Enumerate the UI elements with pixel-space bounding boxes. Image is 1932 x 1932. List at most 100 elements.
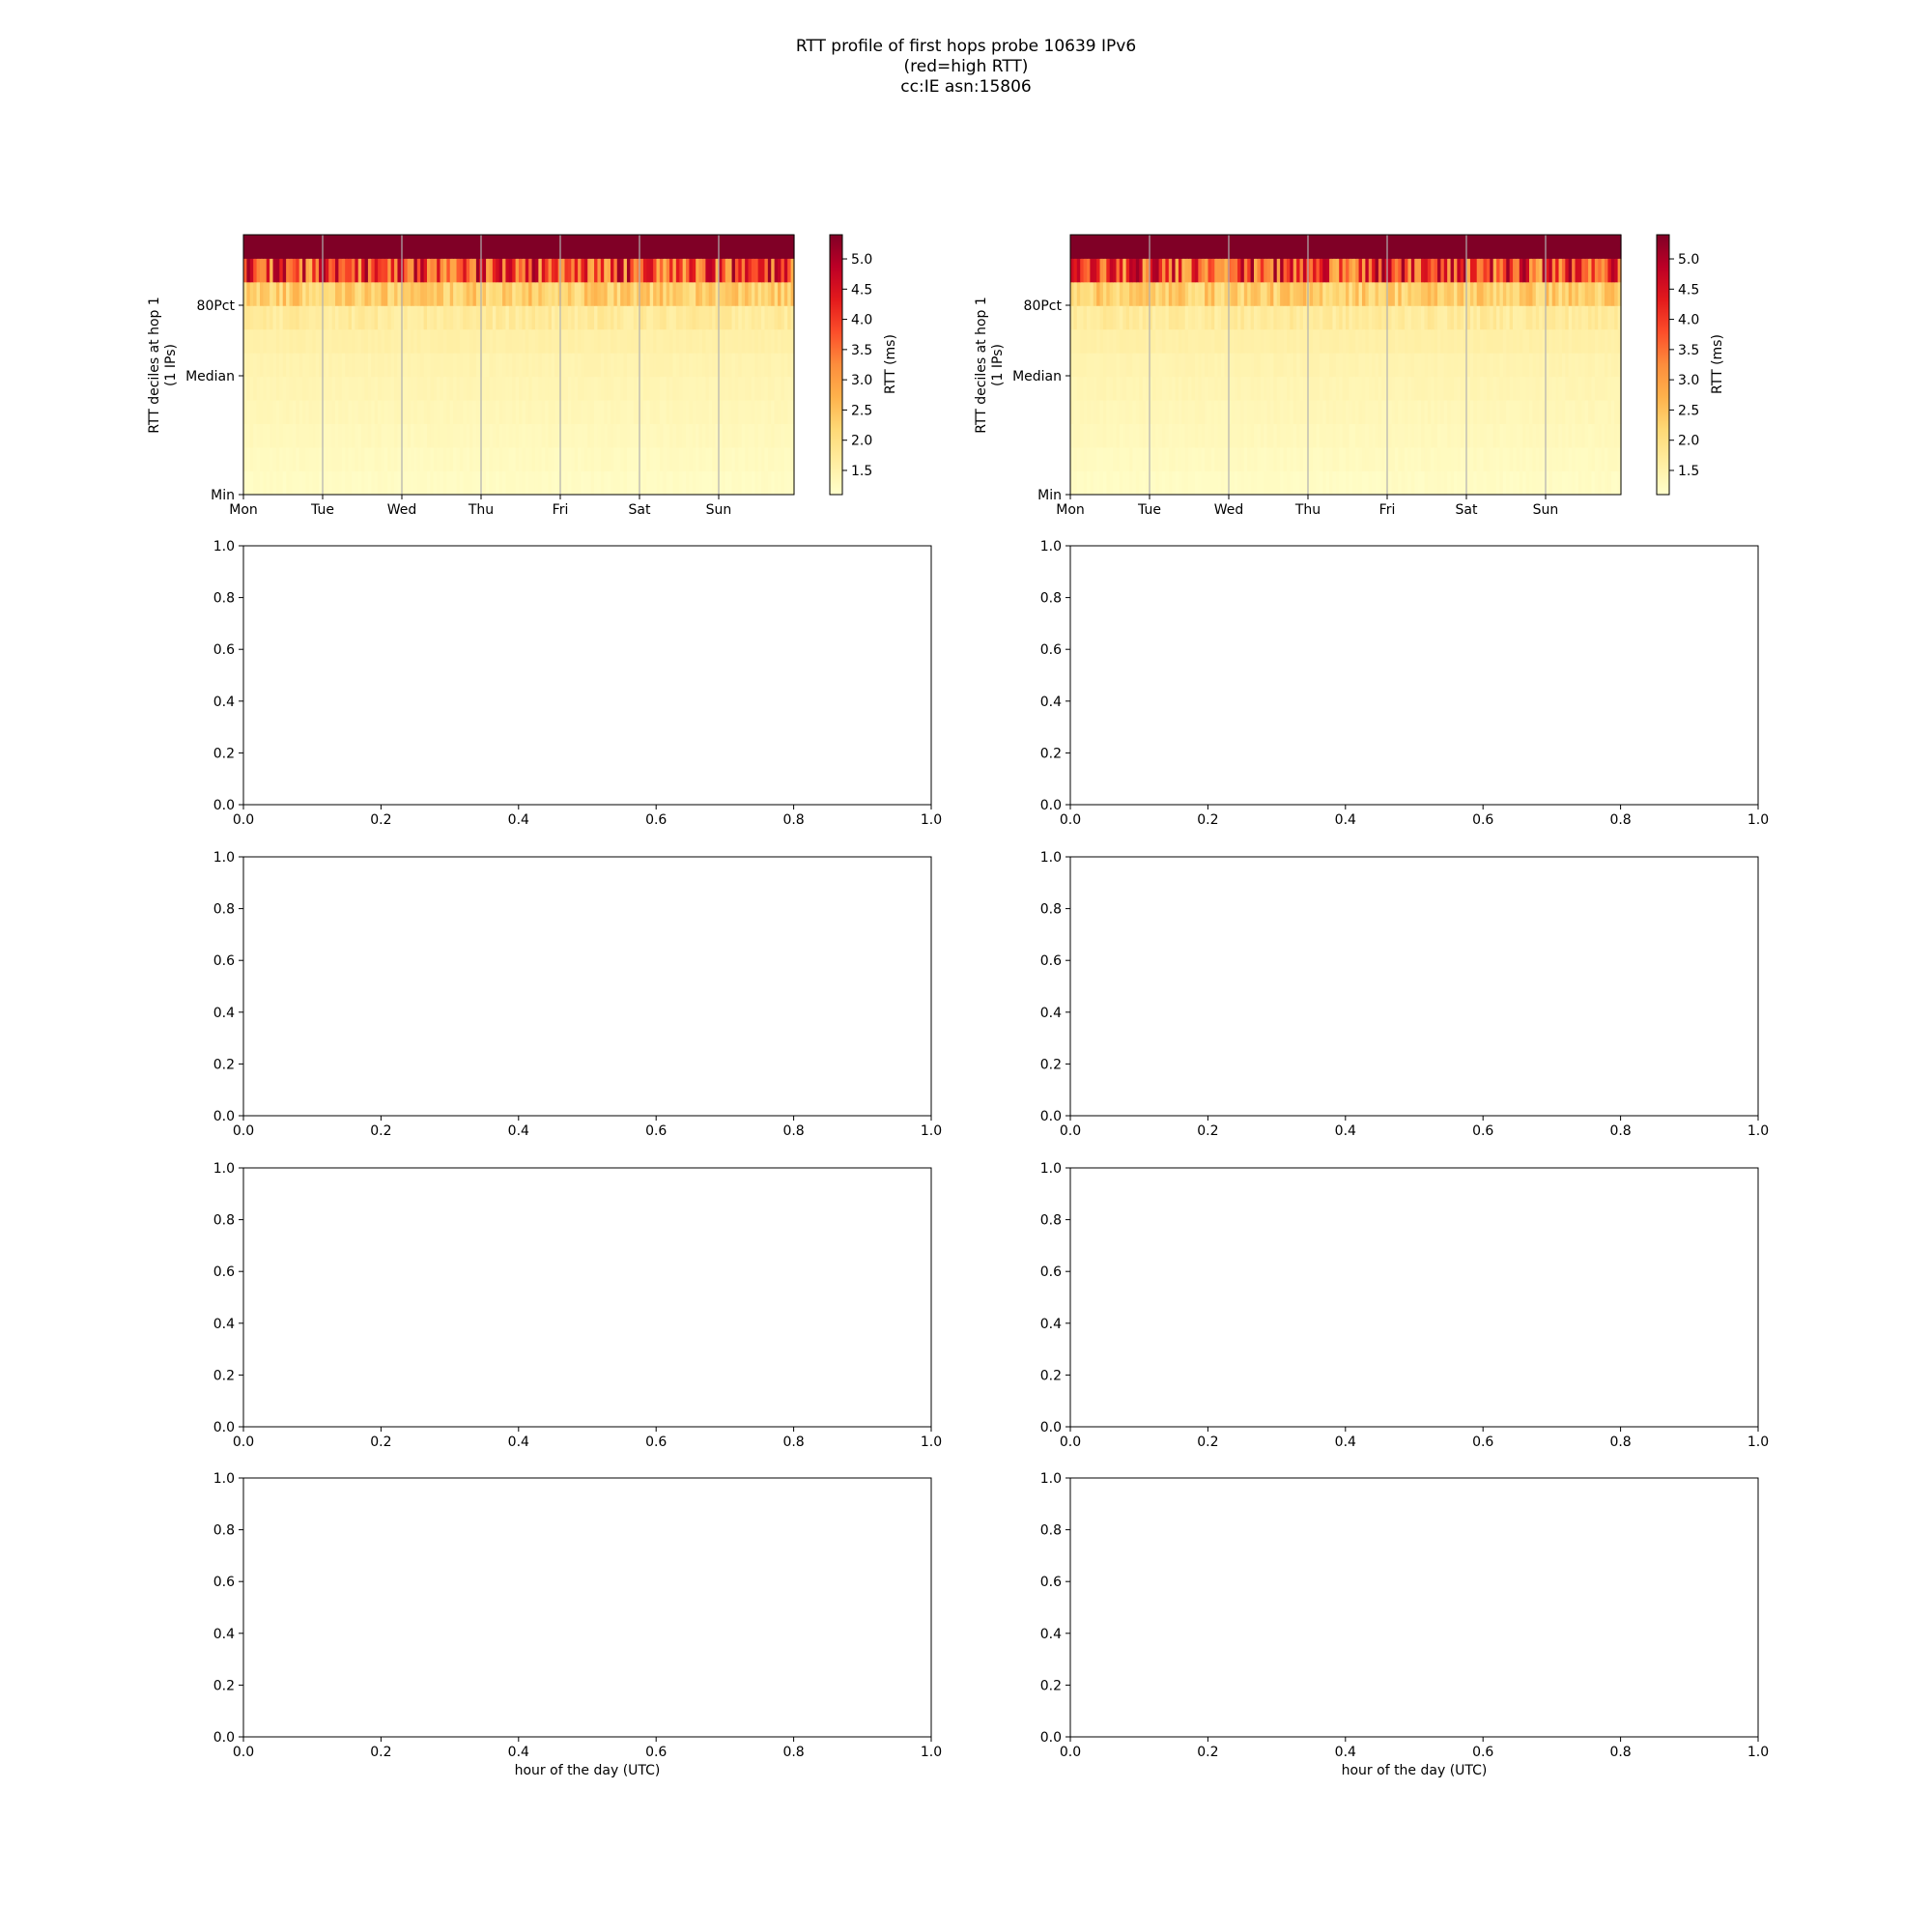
heatmap-cell [1132,376,1137,401]
heatmap-cell [642,258,647,283]
heatmap-cell [787,400,792,425]
heatmap-cell [1605,400,1609,425]
heatmap-cell [1421,353,1426,378]
heatmap-cell [319,447,324,471]
heatmap-cell [682,376,687,401]
heatmap-cell [1447,376,1452,401]
heatmap-cell [466,470,470,496]
heatmap-cell [378,353,383,378]
heatmap-cell [384,305,388,330]
heatmap-cell [1581,423,1586,448]
heatmap-cell [282,470,287,496]
heatmap-cell [1224,258,1229,283]
heatmap-cell [404,353,409,378]
heatmap-cell [1116,376,1121,401]
heatmap-cell [338,281,343,306]
colorbar [829,234,843,496]
heatmap-cell [259,423,264,448]
heatmap-cell [613,400,618,425]
heatmap-cell [282,305,287,330]
heatmap-cell [748,447,753,471]
heatmap-cell [1594,305,1599,330]
heatmap-cell [626,423,631,448]
heatmap-cell [1351,376,1356,401]
heatmap-cell [1598,258,1603,283]
heatmap-cell [1499,400,1504,425]
heatmap-cell [289,281,294,306]
heatmap-cell [1355,447,1360,471]
heatmap-cell [1093,400,1097,425]
heatmap-cell [489,328,494,354]
heatmap-cell [1146,235,1151,259]
heatmap-cell [394,353,399,378]
heatmap-cell [404,447,409,471]
x-tick-label: 0.0 [233,1123,254,1139]
heatmap-cell [1476,470,1481,496]
heatmap-cell [531,235,536,259]
heatmap-cell [1529,400,1533,425]
heatmap-cell [607,258,611,283]
heatmap-cell [305,281,310,306]
y-tick-label: 0.6 [213,1264,235,1280]
heatmap-cell [1391,447,1396,471]
heatmap-cell [783,328,788,354]
heatmap-cell [384,235,388,259]
heatmap-cell [1450,305,1455,330]
heatmap-cell [449,328,454,354]
heatmap-cell [482,376,487,401]
heatmap-cell [1191,423,1196,448]
heatmap-cell [1198,258,1203,283]
heatmap-cell [1565,305,1570,330]
heatmap-cell [1509,447,1514,471]
x-tick-label: 0.4 [1335,812,1356,828]
heatmap-cell [616,235,621,259]
heatmap-cell [1151,447,1156,471]
heatmap-cell [1381,305,1386,330]
heatmap-cell [1407,447,1412,471]
heatmap-cell [1296,353,1301,378]
x-tick-label: 0.2 [370,1123,391,1139]
heatmap-cell [345,305,350,330]
heatmap-cell [1093,376,1097,401]
heatmap-cell [633,423,638,448]
heatmap-cell [1102,447,1107,471]
heatmap-cell [1427,376,1432,401]
heatmap-cell [1614,423,1619,448]
heatmap-cell [1076,281,1081,306]
heatmap-cell [266,423,270,448]
heatmap-cell [427,470,431,496]
heatmap-cell [1610,235,1615,259]
heatmap-cell [1463,235,1468,259]
heatmap-cell [1210,353,1215,378]
heatmap-cell [1610,281,1615,306]
heatmap-cell [1346,258,1350,283]
heatmap-cell [341,400,346,425]
heatmap-cell [1453,235,1458,259]
heatmap-cell [1276,235,1281,259]
heatmap-cell [751,376,755,401]
heatmap-cell [1440,470,1445,496]
heatmap-cell [442,305,447,330]
heatmap-cell [731,447,736,471]
heatmap-cell [741,353,746,378]
heatmap-cell [682,470,687,496]
heatmap-cell [453,376,458,401]
heatmap-cell [1486,235,1491,259]
heatmap-cell [355,470,359,496]
heatmap-cell [590,423,595,448]
heatmap-cell [1351,328,1356,354]
heatmap-cell [1083,281,1088,306]
heatmap-cell [1591,470,1596,496]
heatmap-cell [1486,447,1491,471]
heatmap-cell [734,400,739,425]
heatmap-cell [1119,423,1123,448]
heatmap-cell [423,447,428,471]
heatmap-cell [308,235,313,259]
heatmap-cell [522,376,526,401]
heatmap-cell [296,353,300,378]
heatmap-cell [1260,376,1264,401]
heatmap-cell [616,281,621,306]
heatmap-cell [1172,281,1177,306]
heatmap-cell [689,470,694,496]
heatmap-cell [442,281,447,306]
